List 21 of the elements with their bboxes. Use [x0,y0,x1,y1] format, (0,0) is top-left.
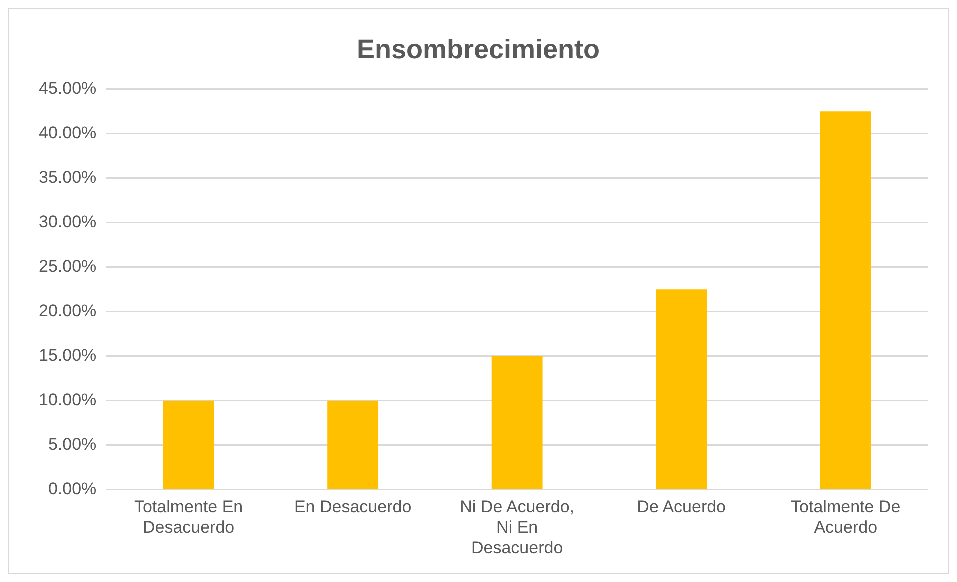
y-tick-label: 45.00% [38,79,97,98]
bar [163,400,214,490]
y-tick-label: 5.00% [48,435,97,454]
y-tick-label: 30.00% [38,212,97,232]
bar [328,400,379,490]
y-tick-label: 25.00% [38,257,97,276]
bar [492,356,543,490]
bar [656,290,708,490]
bar [820,112,872,490]
y-tick-label: 35.00% [38,168,97,188]
x-tick-label: Ni De Acuerdo, Ni En Desacuerdo [460,498,574,558]
y-tick-label: 0.00% [48,479,97,498]
y-tick-label: 10.00% [38,390,97,410]
chart-title: Ensombrecimiento [356,34,600,65]
x-tick-label: De Acuerdo [637,498,726,517]
x-tick-label: Totalmente En Desacuerdo [134,498,244,538]
y-tick-label: 40.00% [38,124,97,143]
x-tick-label: Totalmente De Acuerdo [791,498,901,538]
y-tick-label: 15.00% [38,346,97,366]
y-tick-label: 20.00% [38,302,97,321]
x-tick-label: En Desacuerdo [294,498,412,517]
